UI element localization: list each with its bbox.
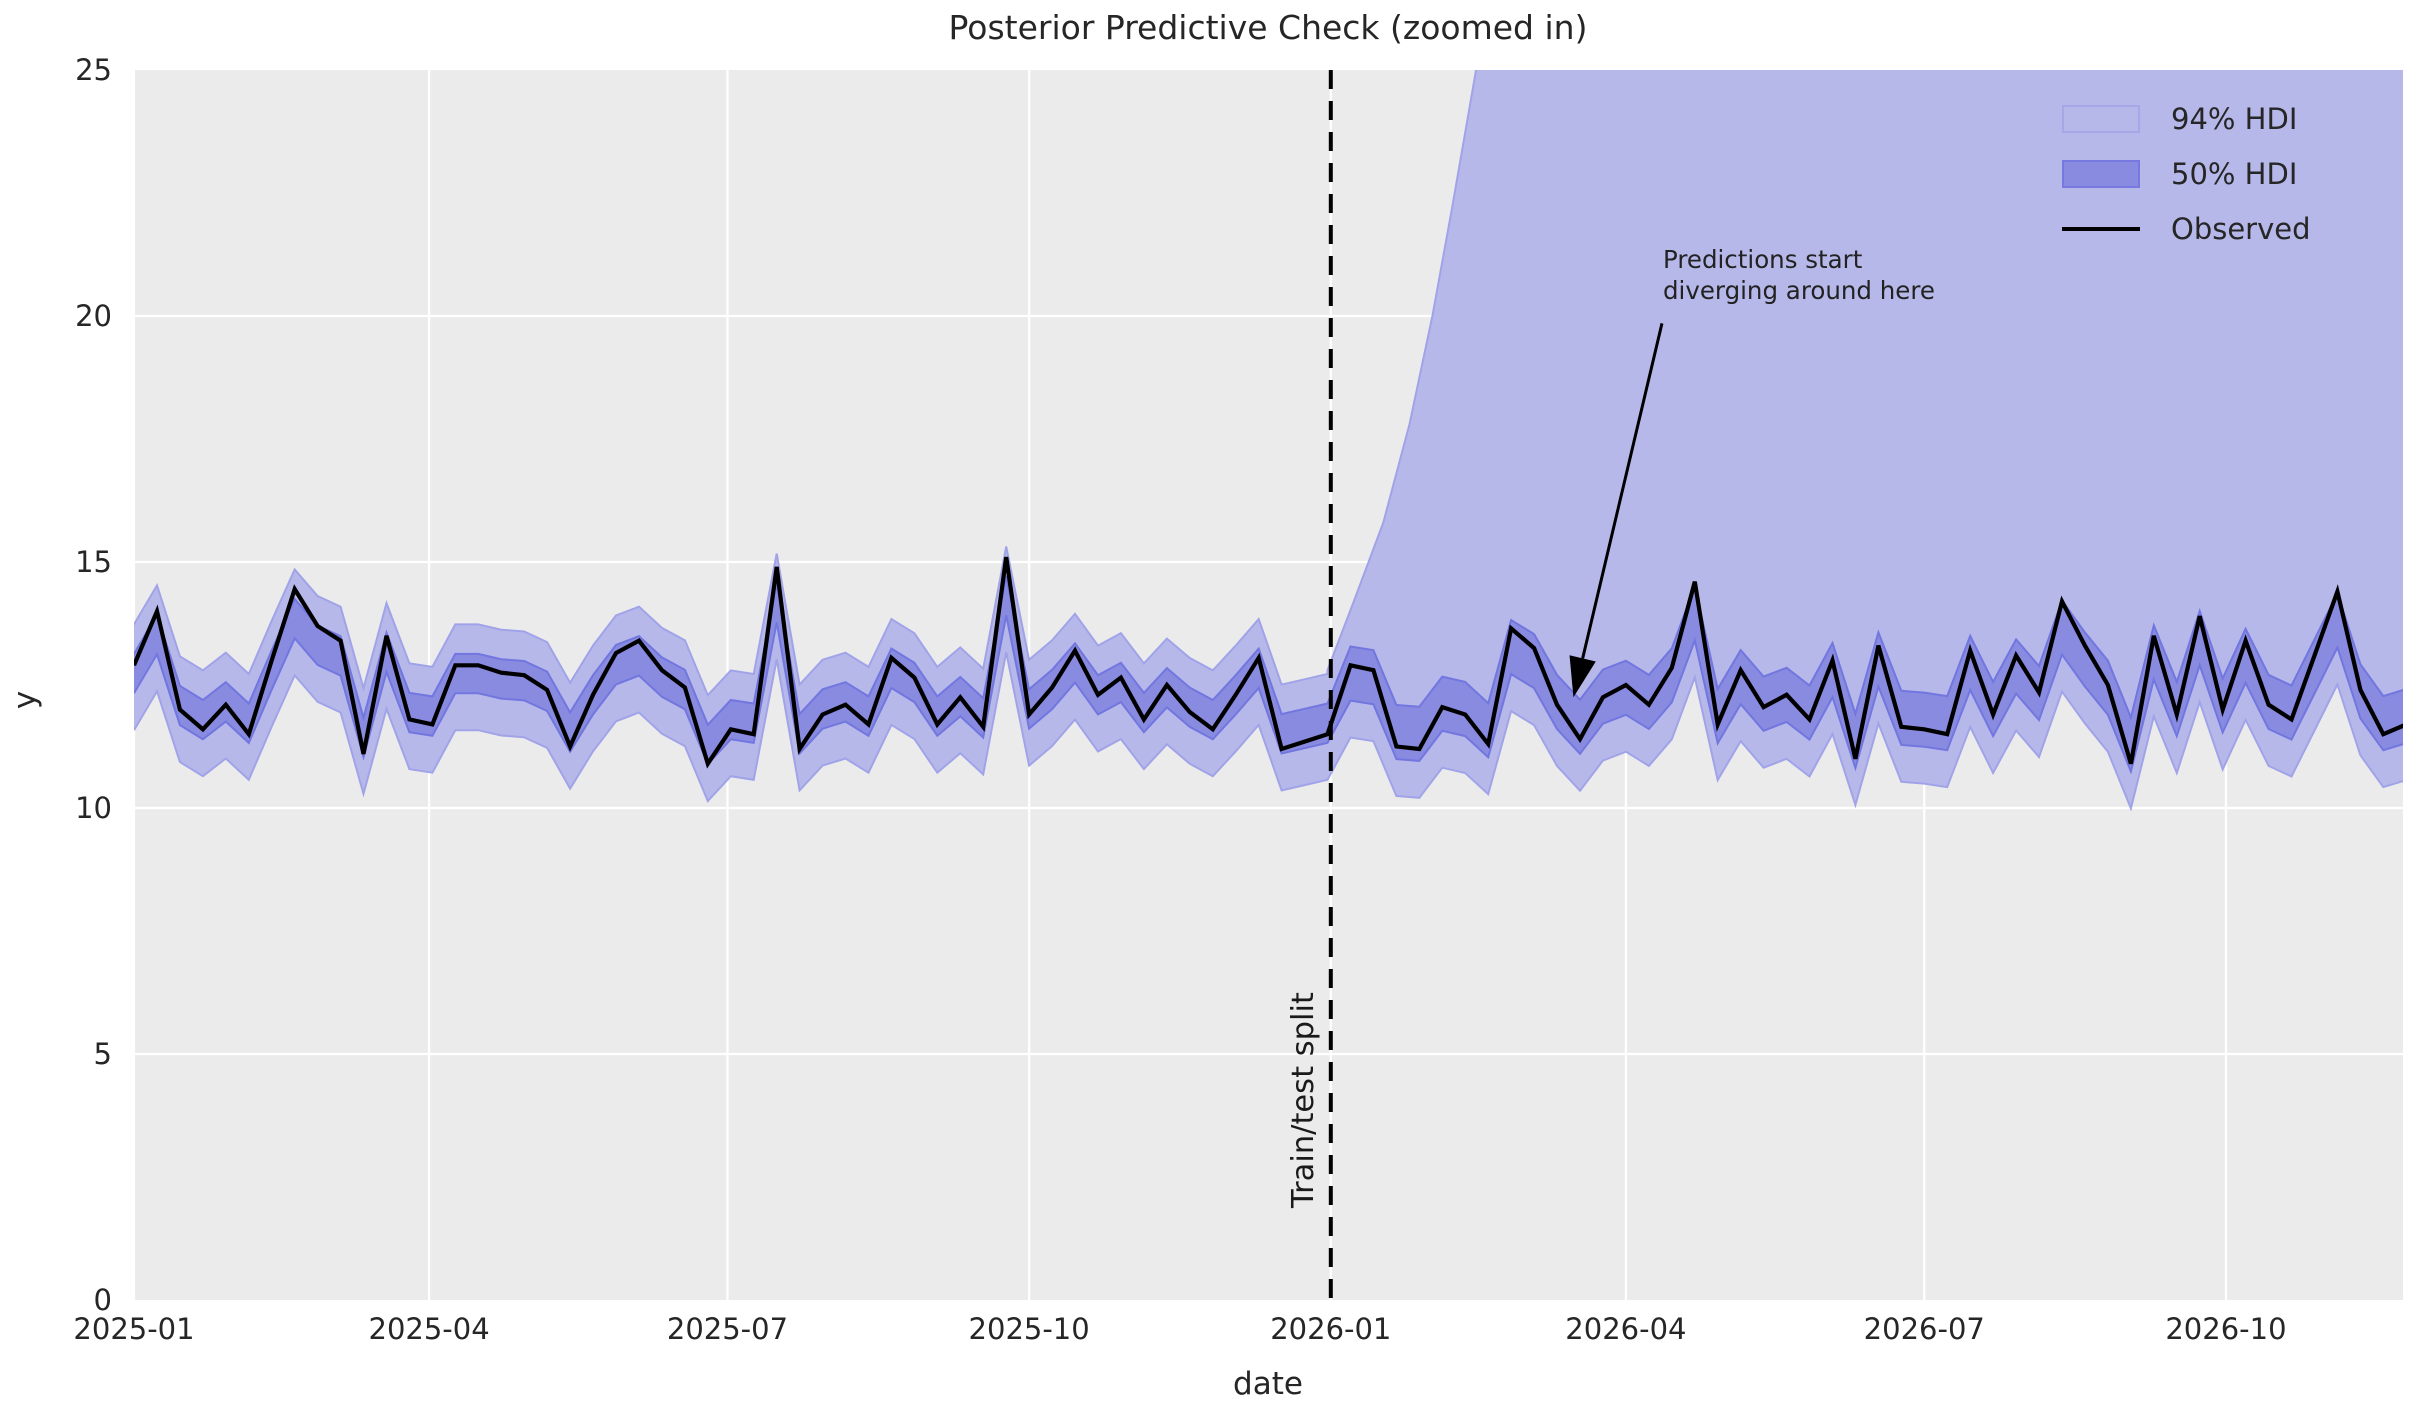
y-axis-label: y xyxy=(7,690,44,710)
legend-label: 94% HDI xyxy=(2171,102,2298,136)
legend-item-94-hdi: 94% HDI xyxy=(2062,102,2311,136)
legend-label: 50% HDI xyxy=(2171,157,2298,191)
annotation-arrow xyxy=(1569,323,1664,698)
x-tick-label: 2025-01 xyxy=(73,1312,195,1346)
y-tick-label: 25 xyxy=(75,53,112,87)
y-tick-label: 10 xyxy=(75,791,112,825)
x-tick-label: 2026-04 xyxy=(1565,1312,1687,1346)
y-tick-label: 20 xyxy=(75,299,112,333)
train-test-split-label: Train/test split xyxy=(1286,992,1321,1208)
x-tick-label: 2026-10 xyxy=(2165,1312,2287,1346)
observed-line xyxy=(134,556,2403,769)
legend-label: Observed xyxy=(2171,212,2311,246)
diverging-annotation-text: Predictions start diverging around here xyxy=(1663,244,1935,306)
x-tick-label: 2025-07 xyxy=(666,1312,789,1346)
y-tick-label: 0 xyxy=(93,1283,112,1317)
observed-line-swatch-icon xyxy=(2062,227,2140,231)
y-tick-label: 15 xyxy=(75,545,112,579)
y-tick-label: 5 xyxy=(93,1037,112,1071)
annotation-line-2: diverging around here xyxy=(1663,276,1935,305)
chart-title: Posterior Predictive Check (zoomed in) xyxy=(948,8,1588,47)
legend-item-50-hdi: 50% HDI xyxy=(2062,157,2311,191)
x-axis-label: date xyxy=(1233,1366,1303,1402)
legend-item-observed: Observed xyxy=(2062,212,2311,246)
legend: 94% HDI 50% HDI Observed xyxy=(2062,102,2311,246)
hdi50-swatch-icon xyxy=(2062,160,2140,188)
x-tick-label: 2026-01 xyxy=(1270,1312,1392,1346)
x-tick-label: 2025-04 xyxy=(368,1312,490,1346)
x-tick-label: 2025-10 xyxy=(968,1312,1090,1346)
annotation-line-1: Predictions start xyxy=(1663,245,1863,274)
x-tick-label: 2026-07 xyxy=(1863,1312,1985,1346)
hdi94-swatch-icon xyxy=(2062,105,2140,133)
hdi-bands xyxy=(134,70,2403,812)
